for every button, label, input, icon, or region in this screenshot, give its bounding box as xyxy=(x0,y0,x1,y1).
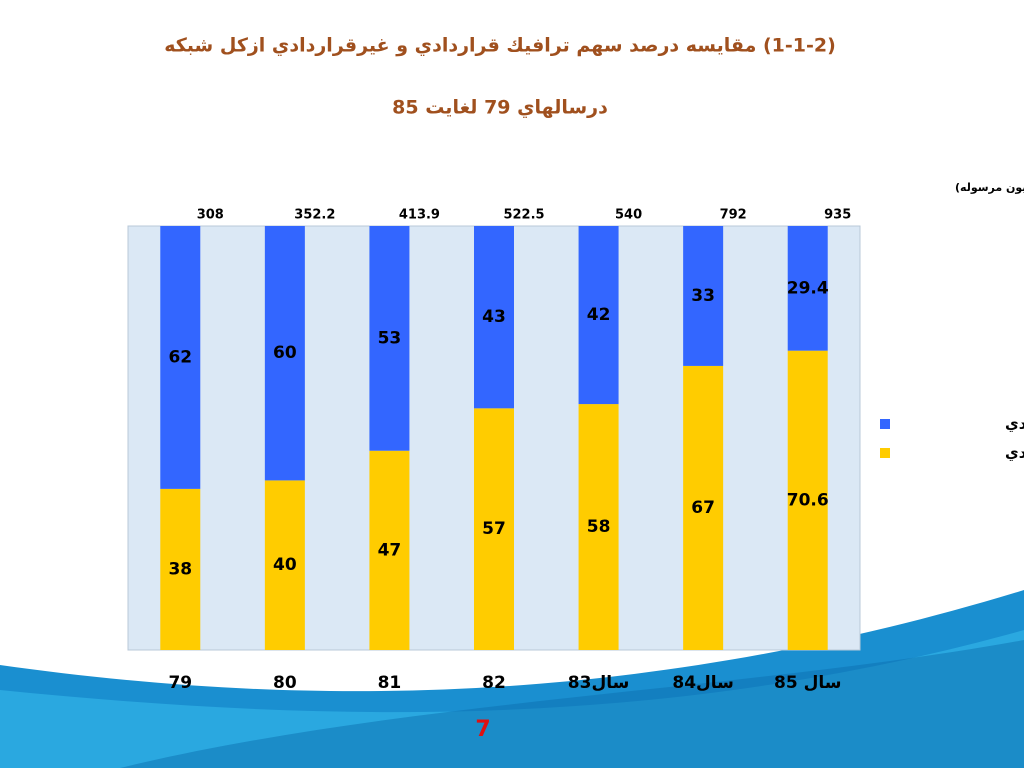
bar-segment xyxy=(787,226,828,351)
x-tick-label: 80 xyxy=(273,673,297,693)
bar-segment xyxy=(578,226,619,405)
value-label: 62 xyxy=(168,347,192,367)
x-tick-label: سال83 xyxy=(568,673,630,693)
value-label: 47 xyxy=(378,540,402,560)
wave-dark xyxy=(120,640,1024,768)
value-label: 57 xyxy=(482,519,506,539)
bar-segment xyxy=(474,226,514,409)
x-tick-label: 81 xyxy=(378,673,402,693)
bar-segment xyxy=(160,488,201,650)
x-tick-label: سال 85 xyxy=(774,673,841,693)
bar-segment xyxy=(369,450,410,650)
legend-swatch xyxy=(880,448,890,458)
total-label: 540 xyxy=(615,208,642,223)
legend-swatch xyxy=(880,419,890,429)
bar-segment xyxy=(264,226,305,481)
x-tick-label: سال84 xyxy=(672,673,734,693)
chart-subtitle: درسالهاي 79 لغايت 85 xyxy=(392,97,608,120)
totals-label: كل ترافيك سالها (ميليون مرسوله) xyxy=(955,181,1024,194)
value-label: 67 xyxy=(691,498,715,518)
value-label: 53 xyxy=(378,328,402,348)
chart-title: (1-1-2) مقايسه درصد سهم ترافيك قراردادي … xyxy=(164,35,836,58)
bar-segment xyxy=(683,226,724,366)
value-label: 60 xyxy=(273,343,297,363)
legend-label: غير قراردادي xyxy=(1005,415,1024,434)
bar-segment xyxy=(683,365,724,650)
bar-segment xyxy=(578,404,619,650)
value-label: 70.6 xyxy=(787,490,829,510)
total-label: 935 xyxy=(824,208,851,223)
legend-label: قراردادي xyxy=(1005,444,1024,463)
bar-segment xyxy=(787,350,828,650)
page-number: 7 xyxy=(475,717,490,742)
value-label: 38 xyxy=(168,559,192,579)
value-label: 42 xyxy=(587,305,611,325)
value-label: 58 xyxy=(587,517,611,537)
bar-segment xyxy=(264,480,305,650)
total-label: 352.2 xyxy=(294,208,335,223)
x-tick-label: 82 xyxy=(482,673,506,693)
value-label: 40 xyxy=(273,555,297,575)
bar-segment xyxy=(369,226,410,451)
bar-segment xyxy=(474,408,514,650)
value-label: 29.4 xyxy=(787,278,829,298)
x-tick-label: 79 xyxy=(168,673,192,693)
value-label: 43 xyxy=(482,307,506,327)
total-label: 413.9 xyxy=(399,208,440,223)
total-label: 522.5 xyxy=(503,208,544,223)
total-label: 792 xyxy=(720,208,747,223)
bar-segment xyxy=(160,226,201,489)
value-label: 33 xyxy=(691,286,715,306)
total-label: 308 xyxy=(197,208,224,223)
